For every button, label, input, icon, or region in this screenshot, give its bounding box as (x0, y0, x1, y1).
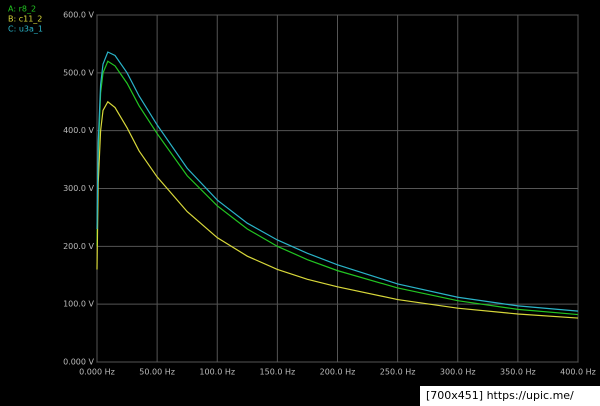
series-line (96, 51, 579, 312)
y-tick-label: 300.0 V (63, 184, 94, 193)
x-tick-label: 150.0 Hz (260, 368, 296, 377)
y-tick-label: 400.0 V (63, 126, 94, 135)
series-line (96, 100, 579, 319)
x-tick-label: 250.0 Hz (380, 368, 416, 377)
legend-entry: B: c11_2 (8, 15, 42, 24)
x-tick-label: 50.00 Hz (139, 368, 175, 377)
x-tick-label: 200.0 Hz (320, 368, 356, 377)
series-line (96, 60, 579, 316)
x-tick-label: 300.0 Hz (440, 368, 476, 377)
y-tick-label: 100.0 V (63, 300, 94, 309)
x-tick-label: 100.0 Hz (199, 368, 235, 377)
y-tick-label: 0.000 V (63, 358, 94, 367)
y-tick-label: 200.0 V (63, 242, 94, 251)
legend-entry: A: r8_2 (8, 5, 36, 14)
x-tick-label: 400.0 Hz (560, 368, 596, 377)
y-tick-label: 500.0 V (63, 68, 94, 77)
watermark: [700x451] https://upic.me/ (426, 389, 574, 402)
x-tick-label: 350.0 Hz (500, 368, 536, 377)
y-tick-label: 600.0 V (63, 11, 94, 20)
watermark-box (420, 386, 600, 406)
x-tick-label: 0.000 Hz (79, 368, 115, 377)
legend-entry: C: u3a_1 (8, 25, 43, 34)
